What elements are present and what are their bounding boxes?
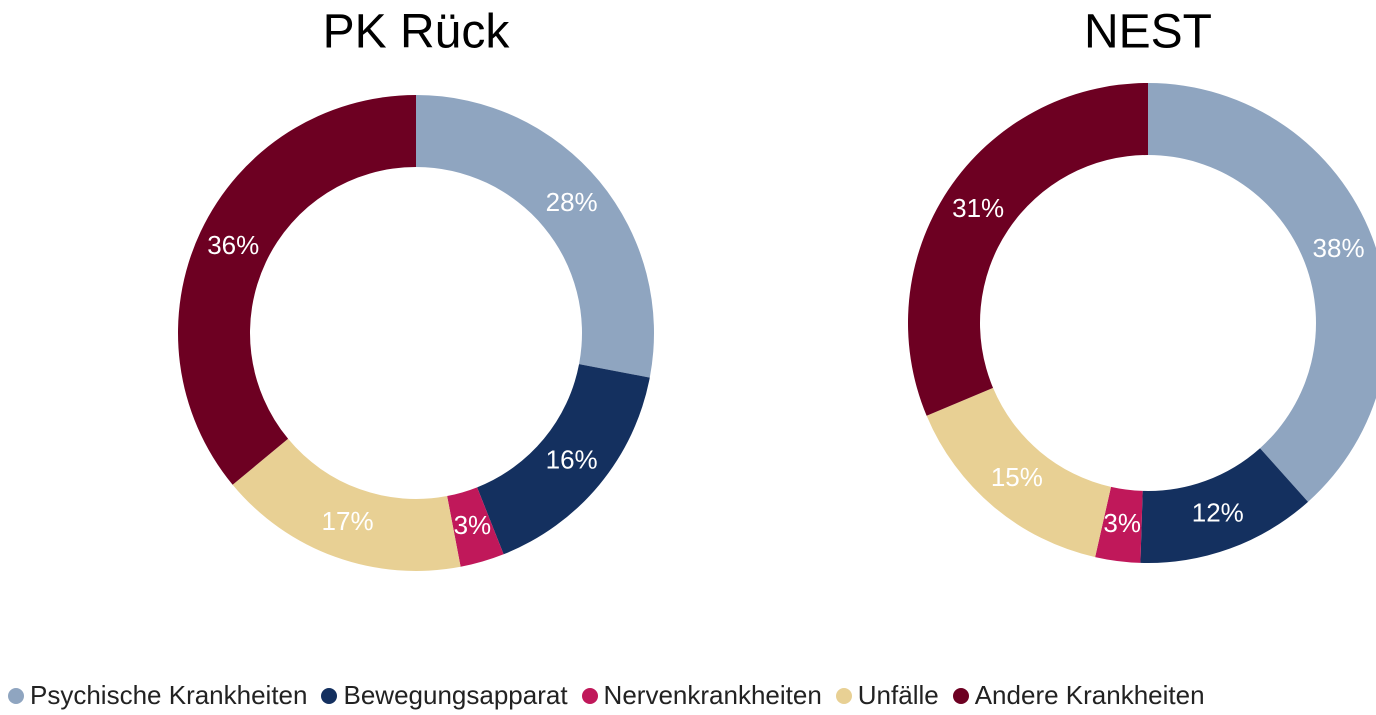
chart-title: PK Rück (323, 6, 511, 59)
legend-item: Unfälle (835, 680, 939, 711)
value-label: 3% (454, 510, 492, 540)
legend: Psychische Krankheiten Bewegungsapparat Ne… (8, 680, 1205, 711)
legend-item: Psychische Krankheiten (8, 680, 307, 711)
value-label: 15% (991, 462, 1043, 492)
legend-label: Nervenkrankheiten (603, 680, 822, 710)
legend-label: Bewegungsapparat (343, 680, 568, 710)
value-label: 38% (1313, 233, 1365, 263)
donut-segment (416, 95, 655, 378)
donut-segment (178, 95, 416, 485)
legend-label: Unfälle (857, 680, 939, 710)
donut-segment (447, 487, 504, 567)
legend-item: Andere Krankheiten (952, 680, 1205, 711)
legend-item: Bewegungsapparat (321, 680, 568, 711)
value-label: 31% (952, 193, 1004, 223)
chart-title: NEST (1084, 6, 1212, 59)
legend-label: Andere Krankheiten (974, 680, 1205, 710)
legend-swatch (835, 687, 852, 704)
donut-segment (477, 364, 650, 555)
value-label: 12% (1192, 498, 1244, 528)
legend-swatch (952, 687, 969, 704)
donut-segment (1148, 83, 1376, 502)
legend-swatch (8, 687, 24, 704)
legend-swatch (581, 687, 598, 704)
donut-segment (1095, 486, 1143, 563)
charts: PK Rück 28% 16% 3% 17% 36% NEST 38% 12% 3% 15% 31% (178, 6, 1376, 571)
donut-segment (926, 387, 1111, 558)
value-label: 17% (322, 506, 374, 536)
donut-segment (907, 83, 1148, 416)
value-label: 16% (546, 445, 598, 475)
donut-segment (1140, 448, 1309, 563)
value-label: 3% (1103, 508, 1141, 538)
value-label: 36% (207, 230, 259, 260)
legend-item: Nervenkrankheiten (581, 680, 822, 711)
donut-segment (232, 438, 461, 571)
legend-swatch (321, 687, 338, 704)
value-label: 28% (546, 187, 598, 217)
legend-label: Psychische Krankheiten (30, 680, 308, 710)
